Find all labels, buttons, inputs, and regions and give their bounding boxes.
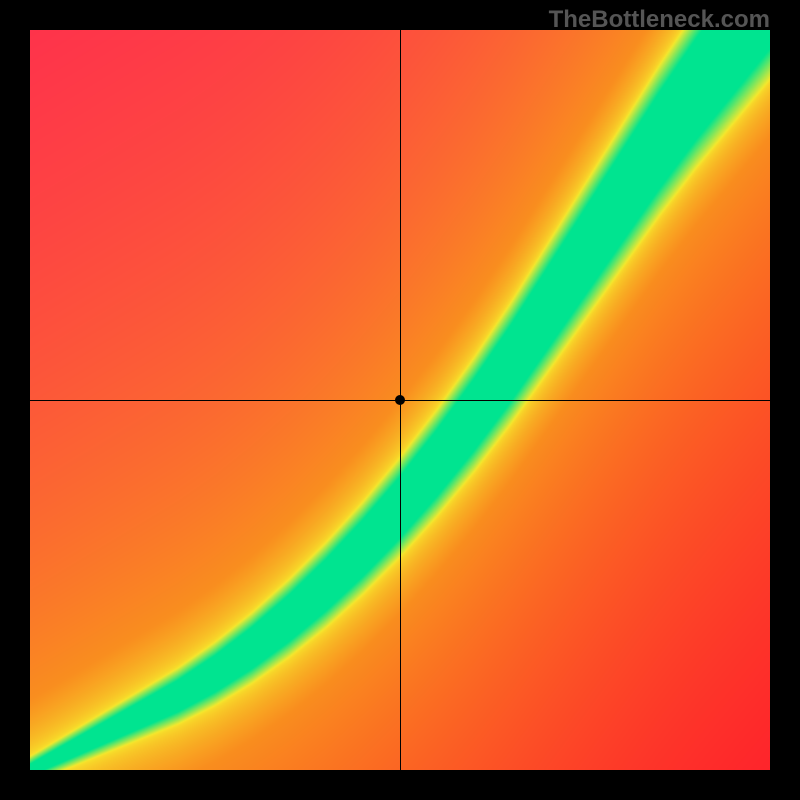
watermark-text: TheBottleneck.com (549, 6, 770, 34)
crosshair-marker-dot (395, 395, 405, 405)
heatmap-plot-area (30, 30, 770, 770)
